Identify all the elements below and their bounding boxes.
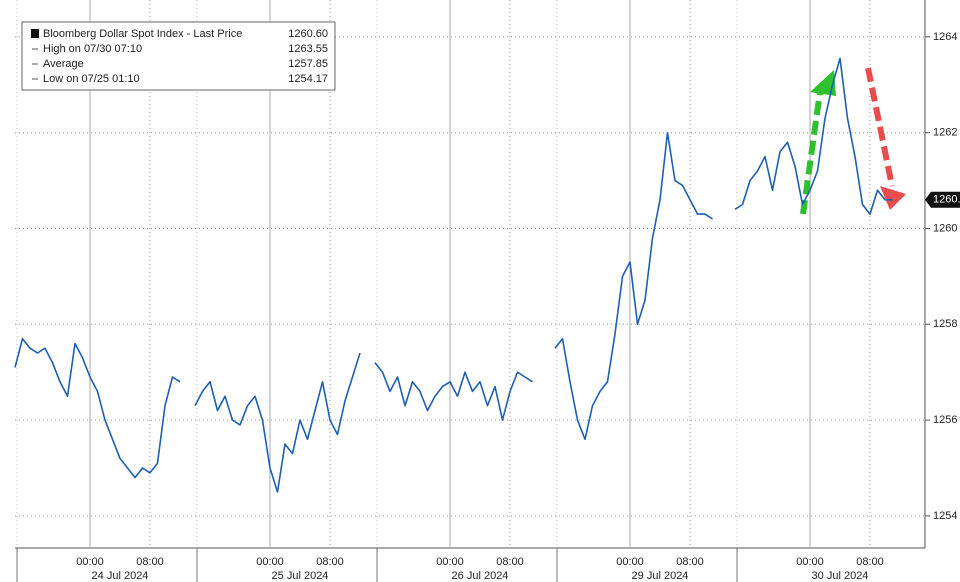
x-tick-label: 00:00 [76,556,104,568]
y-tick-label: 1264 [933,31,957,43]
down-arrow [865,67,895,187]
legend-value: 1263.55 [288,43,328,55]
down-arrowhead [880,186,906,210]
legend-label: Low on 07/25 01:10 [43,73,140,85]
price-line [14,57,893,493]
legend-value: 1254.17 [288,73,328,85]
legend-value: 1260.60 [288,28,328,40]
x-tick-label: 08:00 [856,556,884,568]
x-tick-label: 08:00 [496,556,524,568]
y-tick-label: 1258 [933,318,957,330]
plot [15,0,925,582]
legend-value: 1257.85 [288,58,328,70]
y-tick-label: 1254 [933,510,957,522]
x-tick-label: 00:00 [256,556,284,568]
legend-box [21,21,336,91]
x-tick-label: 08:00 [316,556,344,568]
x-tick-label: 08:00 [136,556,164,568]
legend-swatch [31,29,39,38]
last-price-tag [925,191,960,208]
up-arrow [800,91,823,215]
date-label: 24 Jul 2024 [92,570,149,582]
y-tick-label: 1262 [933,127,957,139]
x-tick-label: 08:00 [676,556,704,568]
date-label: 25 Jul 2024 [272,570,329,582]
date-label: 30 Jul 2024 [812,570,869,582]
up-arrowhead [810,70,836,96]
date-label: 29 Jul 2024 [632,570,689,582]
date-label: 26 Jul 2024 [452,570,509,582]
x-tick-label: 00:00 [796,556,824,568]
x-tick-label: 00:00 [616,556,644,568]
legend-label: Average [43,58,84,70]
last-price-label: 1260.60 [933,194,960,206]
y-tick-label: 1256 [933,414,957,426]
legend-label: Bloomberg Dollar Spot Index - Last Price [43,28,242,40]
x-tick-label: 00:00 [436,556,464,568]
y-tick-label: 1260 [933,222,957,234]
legend-label: High on 07/30 07:10 [43,43,142,55]
